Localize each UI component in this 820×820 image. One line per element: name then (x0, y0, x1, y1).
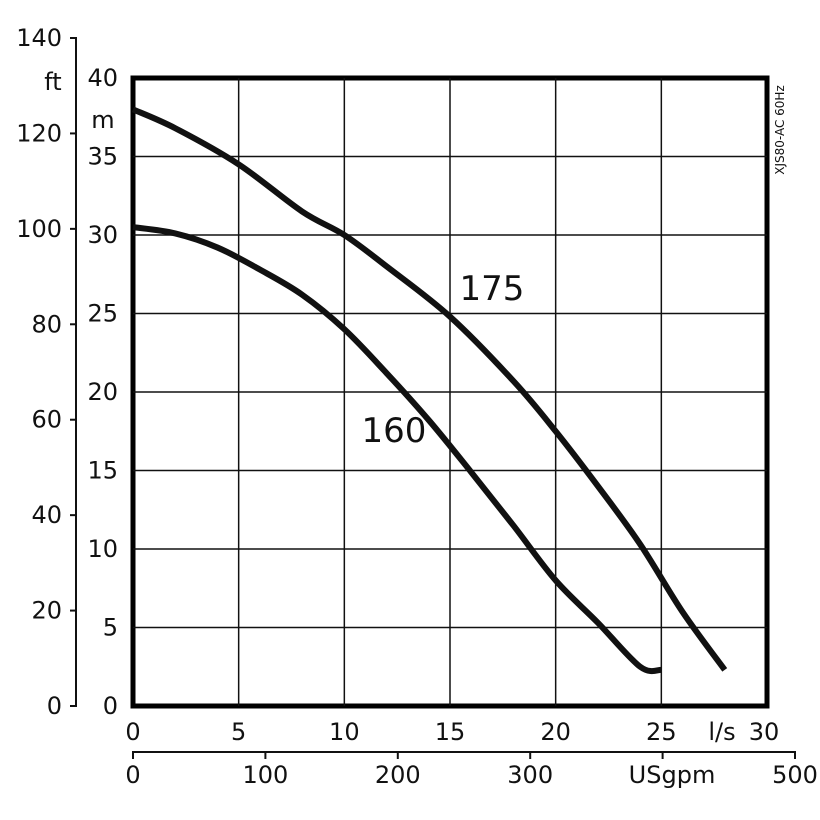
model-label: XJS80-AC 60Hz (773, 85, 787, 175)
ft-tick-label: 140 (16, 24, 62, 52)
x-tick-label-ls: 25 (646, 718, 677, 746)
series-line-160 (132, 224, 662, 675)
curve-label-175: 175 (460, 269, 525, 309)
ft-tick-label: 80 (31, 310, 62, 338)
x-tick-label-ls: 0 (125, 718, 140, 746)
y-tick-label-m: 15 (87, 457, 118, 485)
y-tick-label-m: 25 (87, 300, 118, 328)
y-primary-unit-label: m (91, 106, 114, 134)
ft-tick-label: 20 (31, 597, 62, 625)
x-primary-unit-label: l/s (708, 718, 735, 746)
y-tick-label-m: 35 (87, 143, 118, 171)
x-tick-label-ls: 30 (749, 718, 780, 746)
y-tick-label-m: 30 (87, 221, 118, 249)
y-secondary-unit-label: ft (44, 68, 61, 96)
x-tick-label-ls: 15 (435, 718, 466, 746)
y-tick-label-m: 40 (87, 64, 118, 92)
x-tick-label-ls: 20 (540, 718, 571, 746)
x-secondary-unit-label: USgpm (629, 761, 716, 789)
series-line-175 (131, 106, 728, 672)
y-tick-label-m: 20 (87, 378, 118, 406)
gpm-tick-label: 300 (507, 761, 553, 789)
gpm-tick-label: 200 (375, 761, 421, 789)
ft-tick-label: 40 (31, 501, 62, 529)
ft-tick-label: 100 (16, 215, 62, 243)
gpm-tick-label: 100 (242, 761, 288, 789)
ft-tick-label: 60 (31, 406, 62, 434)
gpm-tick-label: 0 (125, 761, 140, 789)
curve-label-160: 160 (362, 411, 427, 451)
x-tick-label-ls: 10 (329, 718, 360, 746)
ft-tick-label: 120 (16, 119, 62, 147)
series-group (131, 106, 728, 675)
x-tick-label-ls: 5 (231, 718, 246, 746)
gpm-tick-label: 500 (772, 761, 818, 789)
y-tick-label-m: 5 (103, 614, 118, 642)
axes (70, 37, 796, 759)
y-tick-label-m: 0 (103, 692, 118, 720)
ft-tick-label: 0 (47, 692, 62, 720)
y-tick-label-m: 10 (87, 535, 118, 563)
